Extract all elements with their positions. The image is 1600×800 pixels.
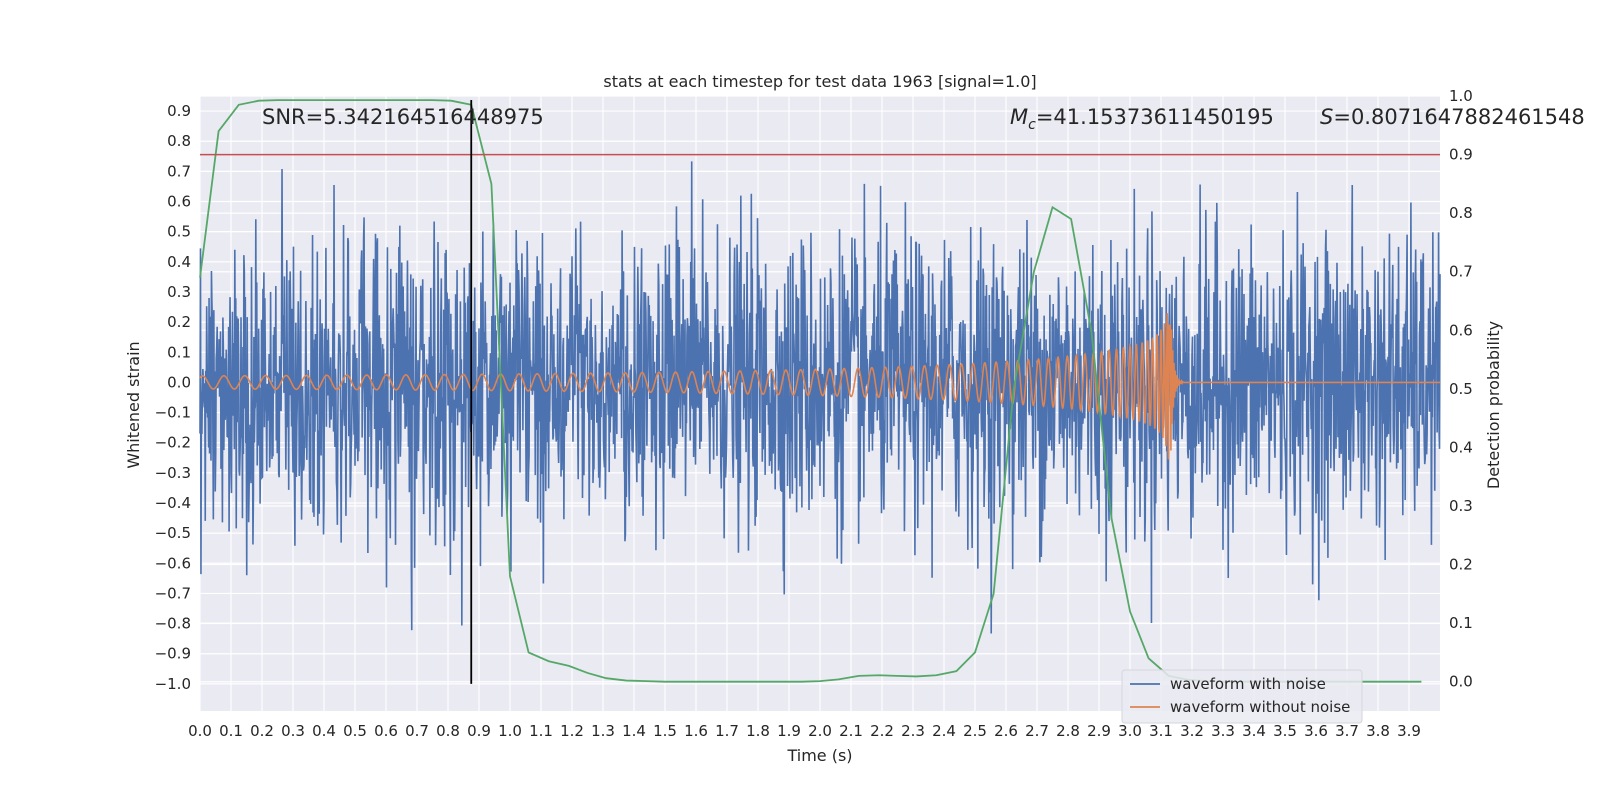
y-left-tick-label: −1.0 (155, 675, 191, 693)
x-tick-label: 0.6 (374, 722, 398, 740)
x-tick-label: 1.6 (684, 722, 708, 740)
y-right-tick-label: 0.2 (1449, 556, 1473, 574)
x-tick-label: 1.3 (591, 722, 615, 740)
y-right-tick-label: 0.7 (1449, 263, 1473, 281)
y-left-tick-label: 0.4 (167, 253, 191, 271)
x-tick-label: 0.8 (436, 722, 460, 740)
series-waveform-without-noise (199, 313, 1440, 460)
y-left-tick-label: −0.5 (155, 524, 191, 542)
legend-box (1121, 669, 1363, 724)
y-axis-right-ticks: 0.0 0.1 0.2 0.3 0.4 0.5 0.6 0.7 0.8 0.9 1.0 (1449, 87, 1473, 691)
x-tick-label: 2.2 (870, 722, 894, 740)
x-tick-label: 1.7 (715, 722, 739, 740)
x-tick-label: 2.8 (1056, 722, 1080, 740)
y-left-tick-label: −0.8 (155, 615, 191, 633)
x-tick-label: 1.0 (498, 722, 522, 740)
y-right-tick-label: 0.1 (1449, 614, 1473, 632)
x-tick-label: 2.9 (1087, 722, 1111, 740)
x-tick-label: 1.5 (653, 722, 677, 740)
y-left-tick-label: −0.4 (155, 494, 191, 512)
x-tick-label: 2.6 (994, 722, 1018, 740)
x-tick-label: 1.2 (560, 722, 584, 740)
x-tick-label: 0.2 (250, 722, 274, 740)
x-tick-label: 3.7 (1335, 722, 1359, 740)
y-axis-left-ticks: −1.0 −0.9 −0.8 −0.7 −0.6 −0.5 −0.4 −0.3 −0.2 −0.1… (155, 102, 191, 693)
y-right-tick-label: 0.5 (1449, 380, 1473, 398)
legend-label-noisy: waveform with noise (1170, 675, 1326, 693)
x-tick-label: 0.3 (281, 722, 305, 740)
series-waveform-with-noise (199, 161, 1441, 634)
x-tick-label: 2.5 (963, 722, 987, 740)
x-tick-label: 3.9 (1397, 722, 1421, 740)
y-right-tick-label: 0.6 (1449, 321, 1473, 339)
chirp-mass-annotation: Mc=41.15373611450195 (1010, 105, 1274, 133)
chart-title: stats at each timestep for test data 196… (603, 72, 1036, 91)
x-tick-label: 3.3 (1211, 722, 1235, 740)
x-axis-ticks: 0.0 0.1 0.2 0.3 0.4 0.5 0.6 0.7 0.8 0.9 1.0 1.1 1.2 1… (188, 722, 1421, 740)
x-tick-label: 3.1 (1149, 722, 1173, 740)
y-left-tick-label: 0.8 (167, 132, 191, 150)
x-tick-label: 2.4 (932, 722, 956, 740)
legend-label-clean: waveform without noise (1170, 698, 1350, 716)
noisy-waveform-line (199, 161, 1441, 634)
x-tick-label: 3.0 (1118, 722, 1142, 740)
y-left-tick-label: 0.0 (167, 373, 191, 391)
y-left-tick-label: −0.2 (155, 434, 191, 452)
x-tick-label: 0.9 (467, 722, 491, 740)
y-right-tick-label: 0.9 (1449, 146, 1473, 164)
x-tick-label: 2.3 (901, 722, 925, 740)
x-tick-label: 1.1 (529, 722, 553, 740)
x-tick-label: 0.4 (312, 722, 336, 740)
y-left-tick-label: −0.9 (155, 645, 191, 663)
y-left-tick-label: −0.6 (155, 554, 191, 572)
x-tick-label: 2.1 (839, 722, 863, 740)
x-tick-label: 3.4 (1242, 722, 1266, 740)
y-right-tick-label: 0.0 (1449, 673, 1473, 691)
x-tick-label: 3.8 (1366, 722, 1390, 740)
x-tick-label: 2.7 (1025, 722, 1049, 740)
s-symbol: S (1320, 105, 1333, 129)
x-tick-label: 3.6 (1304, 722, 1328, 740)
y-left-tick-label: 0.5 (167, 223, 191, 241)
y-left-tick-label: −0.3 (155, 464, 191, 482)
chirp-mass-symbol: M (1010, 105, 1028, 129)
y-left-tick-label: 0.1 (167, 343, 191, 361)
x-tick-label: 1.8 (746, 722, 770, 740)
x-tick-label: 3.5 (1273, 722, 1297, 740)
y-left-tick-label: 0.9 (167, 102, 191, 120)
x-axis-label: Time (s) (786, 746, 852, 765)
chirp-mass-subscript: c (1028, 117, 1036, 133)
y-left-tick-label: 0.7 (167, 162, 191, 180)
s-value: =0.8071647882461548 (1333, 105, 1584, 129)
y-right-tick-label: 1.0 (1449, 87, 1473, 105)
legend: waveform with noise waveform without noi… (1121, 669, 1363, 724)
chirp-mass-value: =41.15373611450195 (1036, 105, 1274, 129)
y-left-tick-label: −0.7 (155, 584, 191, 602)
snr-annotation: SNR=5.342164516448975 (262, 105, 544, 129)
x-tick-label: 0.5 (343, 722, 367, 740)
clean-waveform-line (199, 313, 1440, 460)
y-left-tick-label: 0.3 (167, 283, 191, 301)
y-right-tick-label: 0.8 (1449, 204, 1473, 222)
x-tick-label: 2.0 (808, 722, 832, 740)
x-tick-label: 0.0 (188, 722, 212, 740)
x-tick-label: 0.7 (405, 722, 429, 740)
y-right-tick-label: 0.3 (1449, 497, 1473, 515)
x-tick-label: 1.4 (622, 722, 646, 740)
s-annotation: S=0.8071647882461548 (1320, 105, 1585, 129)
y-left-tick-label: 0.2 (167, 313, 191, 331)
y-left-tick-label: −0.1 (155, 404, 191, 422)
y-axis-left-label: Whitened strain (124, 341, 143, 468)
y-left-tick-label: 0.6 (167, 193, 191, 211)
y-axis-right-label: Detection probability (1484, 321, 1503, 489)
x-tick-label: 0.1 (219, 722, 243, 740)
x-tick-label: 3.2 (1180, 722, 1204, 740)
y-right-tick-label: 0.4 (1449, 438, 1473, 456)
x-tick-label: 1.9 (777, 722, 801, 740)
